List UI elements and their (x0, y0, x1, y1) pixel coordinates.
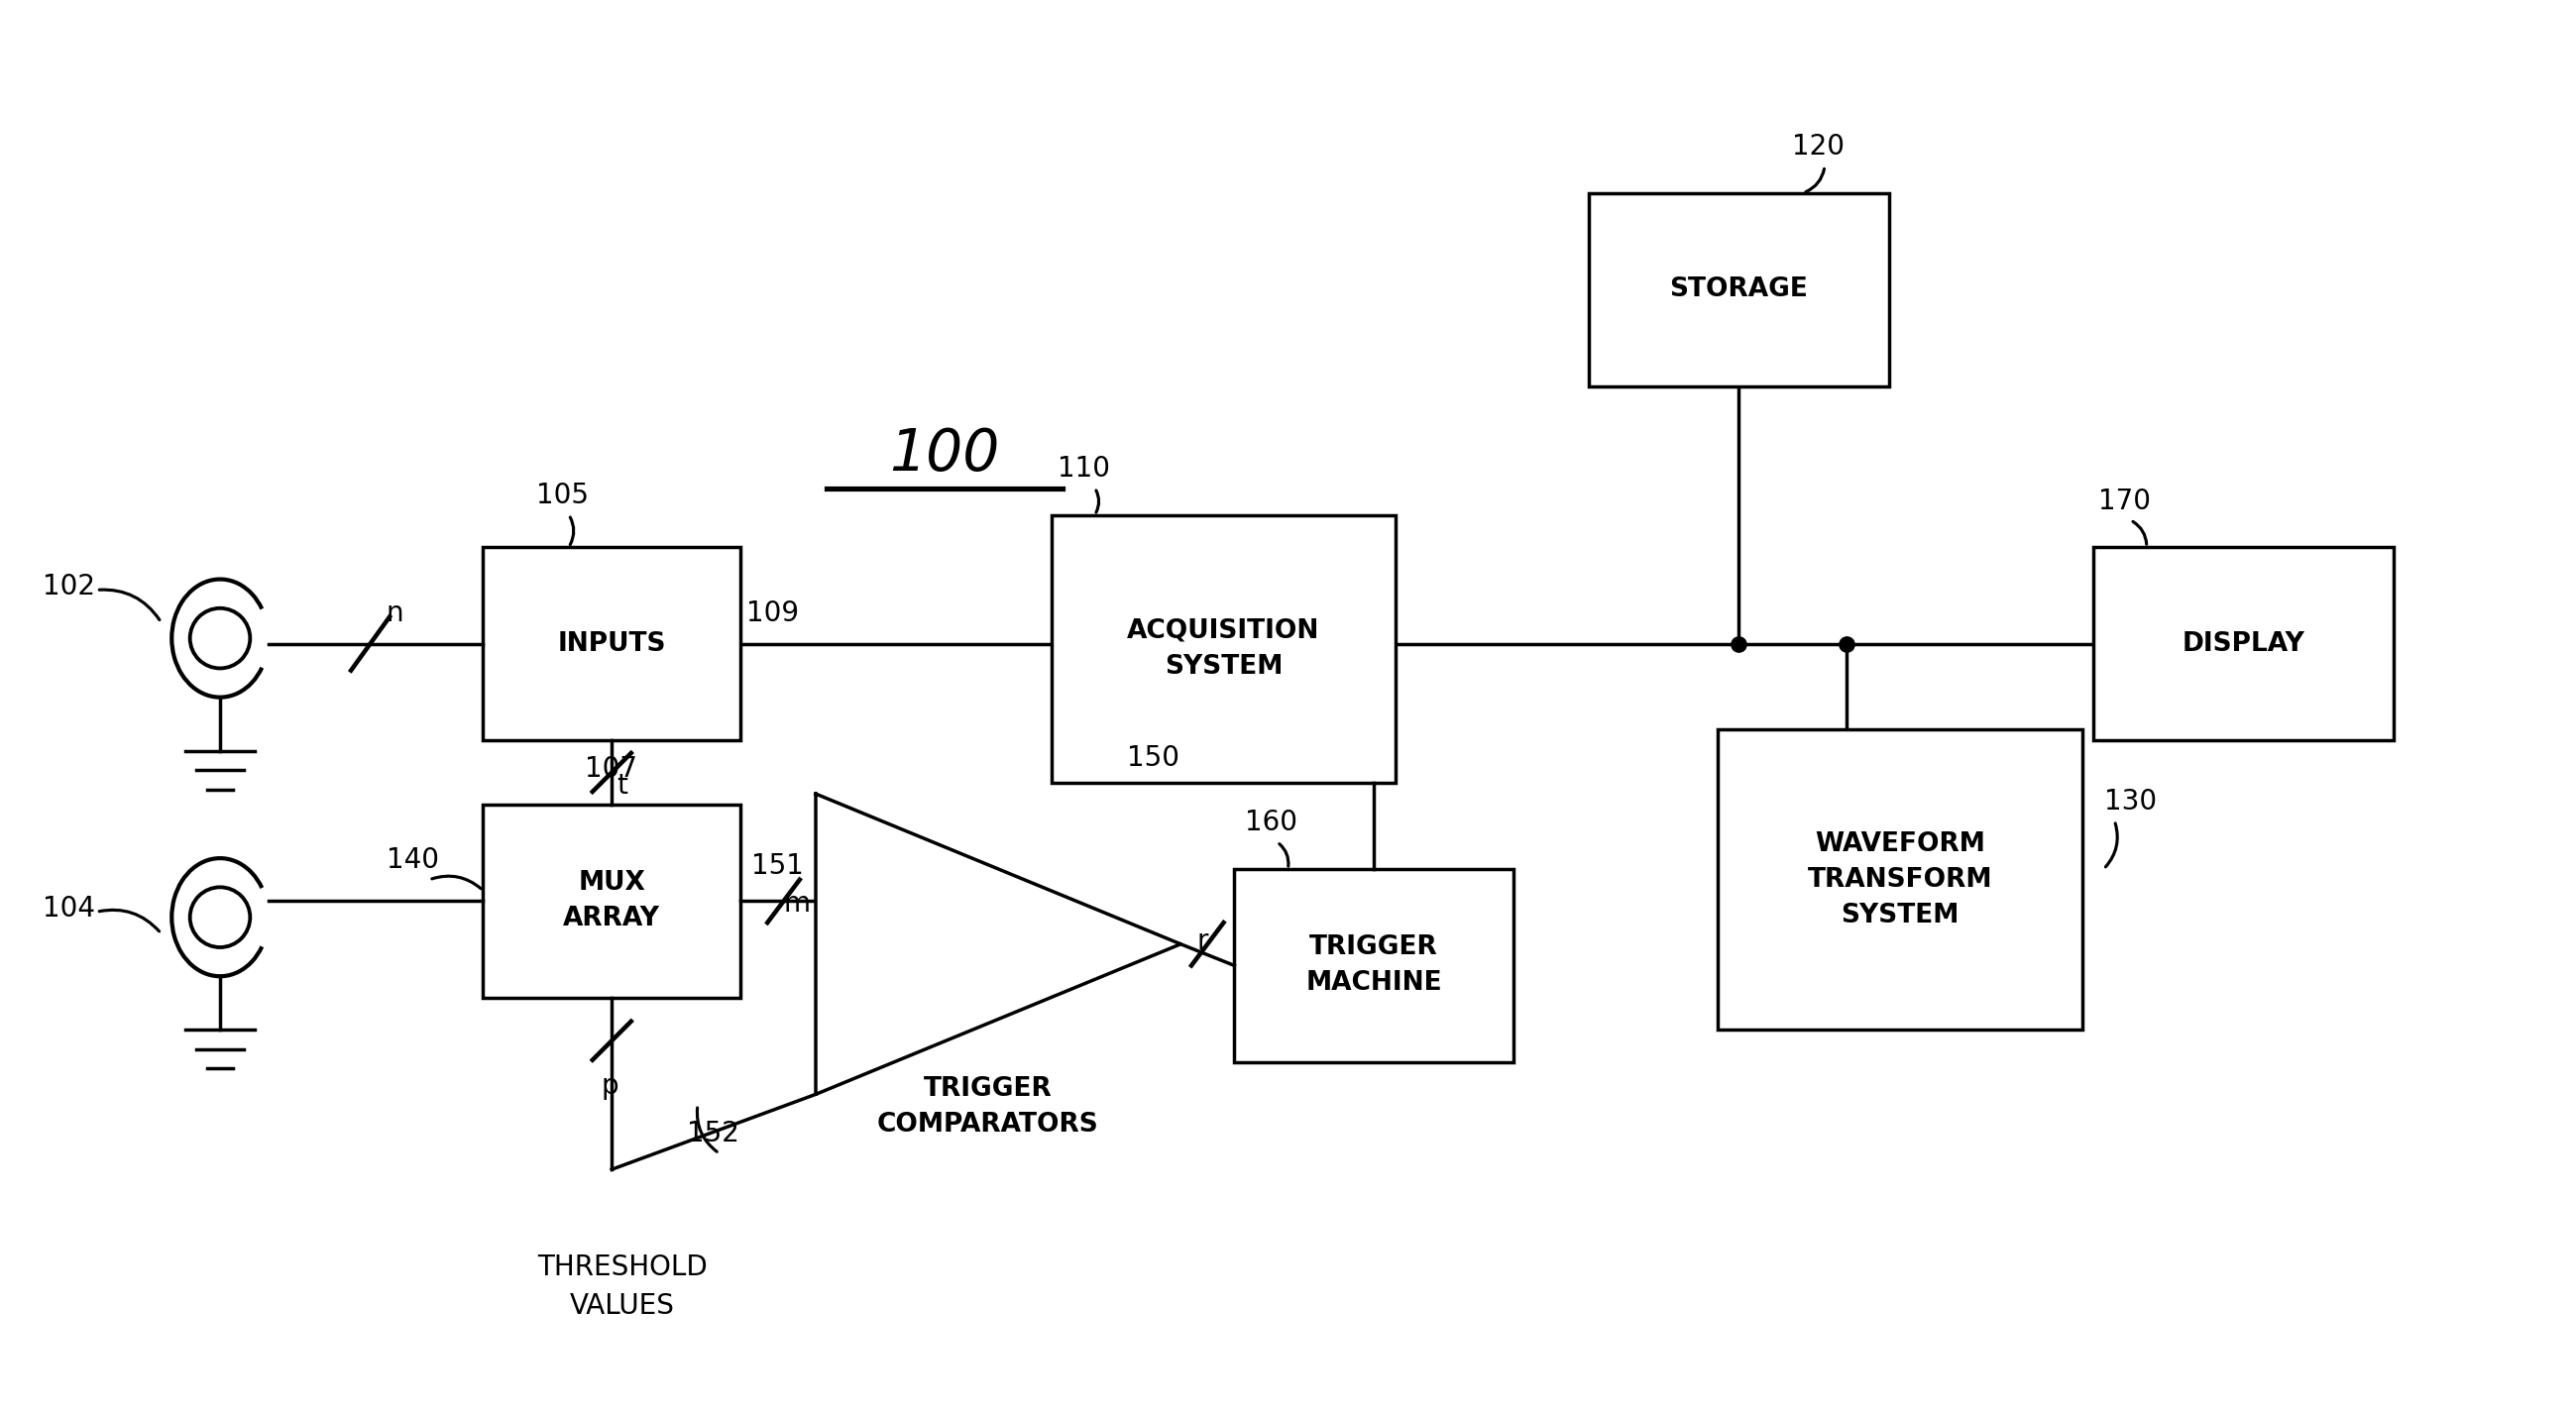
Text: 100: 100 (889, 426, 999, 483)
Text: 105: 105 (536, 481, 590, 510)
Text: DISPLAY: DISPLAY (2182, 630, 2306, 657)
Text: m: m (783, 889, 811, 918)
Text: THRESHOLD
VALUES: THRESHOLD VALUES (538, 1253, 708, 1320)
Text: STORAGE: STORAGE (1669, 276, 1808, 303)
Bar (484, 547, 742, 741)
Polygon shape (817, 794, 1180, 1095)
Text: INPUTS: INPUTS (556, 630, 667, 657)
Text: 102: 102 (44, 573, 95, 600)
Text: p: p (600, 1072, 618, 1100)
Text: 170: 170 (2099, 487, 2151, 515)
Text: 151: 151 (752, 852, 804, 879)
Text: t: t (618, 772, 629, 799)
Text: n: n (386, 600, 404, 627)
Text: TRIGGER
MACHINE: TRIGGER MACHINE (1306, 935, 1443, 997)
Text: MUX
ARRAY: MUX ARRAY (564, 871, 659, 932)
Text: r: r (1198, 927, 1208, 954)
Text: 150: 150 (1128, 745, 1180, 772)
Text: 120: 120 (1793, 133, 1844, 161)
Text: 110: 110 (1056, 455, 1110, 483)
Bar (2092, 547, 2393, 741)
Text: ACQUISITION
SYSTEM: ACQUISITION SYSTEM (1128, 619, 1319, 680)
Text: 152: 152 (688, 1120, 739, 1148)
Text: 130: 130 (2105, 787, 2156, 816)
Text: WAVEFORM
TRANSFORM
SYSTEM: WAVEFORM TRANSFORM SYSTEM (1808, 831, 1991, 929)
Text: 140: 140 (386, 847, 438, 874)
Bar (1718, 729, 2081, 1029)
Text: 107: 107 (585, 755, 636, 783)
Text: TRIGGER
COMPARATORS: TRIGGER COMPARATORS (876, 1076, 1097, 1137)
Bar (1051, 515, 1396, 783)
Bar (1589, 193, 1888, 387)
Text: 104: 104 (44, 895, 95, 923)
Text: 109: 109 (747, 600, 799, 627)
Bar (1234, 869, 1515, 1062)
Text: 160: 160 (1244, 809, 1298, 837)
Bar (484, 804, 742, 998)
